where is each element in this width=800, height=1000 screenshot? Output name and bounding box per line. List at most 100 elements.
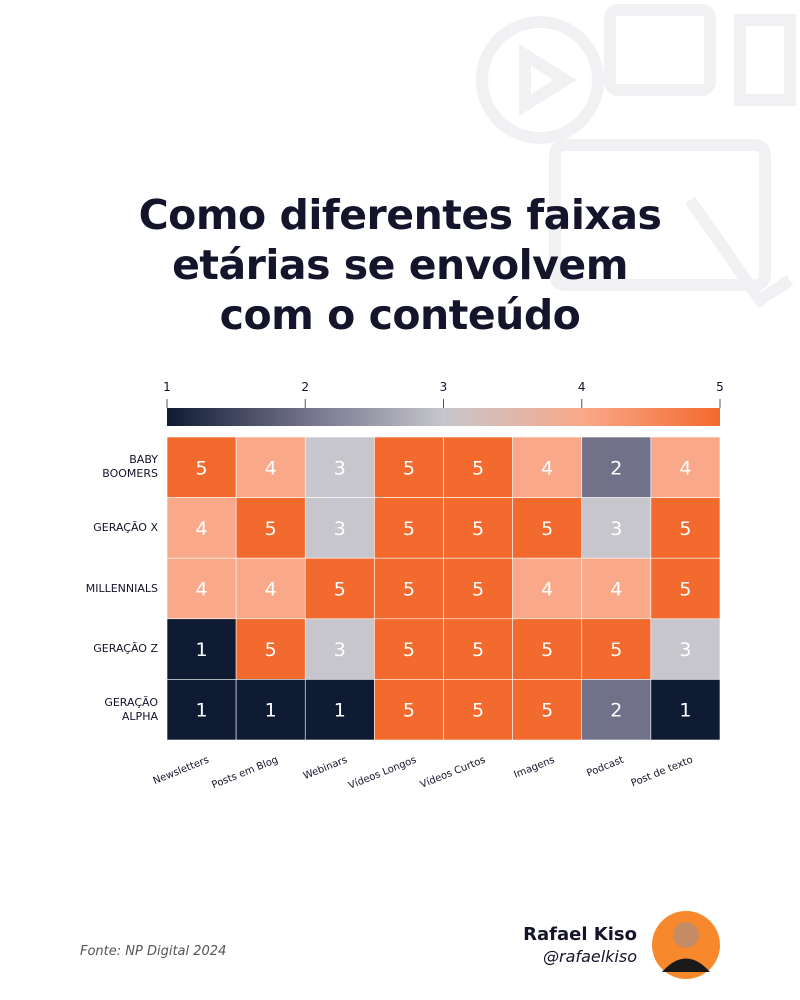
cell: [581, 436, 652, 498]
cell-label: 4: [196, 518, 208, 540]
cell: [650, 557, 721, 620]
cell-label: 1: [679, 700, 691, 722]
cell-label: 5: [472, 518, 484, 540]
cell-label: 2: [610, 700, 622, 722]
x-tick-label: Vídeos Curtos: [418, 754, 487, 791]
cell-label: 5: [472, 639, 484, 661]
cell: [166, 557, 237, 620]
cell-label: 3: [334, 457, 346, 479]
cell: [650, 436, 721, 498]
title: Como diferentes faixas etárias se envolv…: [138, 191, 662, 339]
cell: [512, 497, 583, 559]
cell: [443, 557, 513, 620]
cell: [581, 497, 652, 559]
cell: [650, 679, 721, 741]
cell-label: 5: [472, 700, 484, 722]
cell-label: 5: [265, 639, 277, 661]
cell: [443, 436, 513, 498]
cell: [581, 557, 652, 620]
cell-label: 4: [541, 457, 553, 479]
cell: [235, 436, 306, 498]
cell: [304, 618, 375, 680]
cell-label: 4: [265, 457, 277, 479]
cell-label: 5: [541, 518, 553, 540]
y-tick-label: GERAÇÃO ALPHA: [104, 695, 158, 723]
background-icons: [476, 4, 796, 309]
cell-label: 4: [265, 579, 277, 601]
cell-label: 5: [541, 639, 553, 661]
cell-label: 5: [403, 639, 415, 661]
source: Fonte: NP Digital 2024: [80, 944, 226, 959]
x-tick-label: Post de texto: [630, 755, 695, 790]
colorbar-tick-label: 5: [716, 380, 724, 394]
cell: [374, 436, 444, 498]
cell-label: 3: [334, 518, 346, 540]
cell: [166, 436, 237, 498]
cell-label: 5: [334, 579, 346, 601]
y-tick-label: BABY BOOMERS: [102, 453, 158, 481]
cell-label: 2: [610, 457, 622, 479]
cell-label: 5: [472, 579, 484, 601]
cell: [304, 679, 375, 741]
cell: [443, 679, 513, 741]
author: Rafael Kiso: [523, 924, 637, 945]
cell-label: 5: [679, 579, 691, 601]
cell: [650, 618, 721, 680]
cell-label: 5: [265, 518, 277, 540]
cell: [235, 679, 306, 741]
cell-label: 1: [334, 700, 346, 722]
x-tick-label: Newsletters: [152, 755, 211, 787]
y-tick-label: GERAÇÃO Z: [93, 642, 158, 656]
cell: [581, 679, 652, 741]
cell: [235, 557, 306, 620]
cell-label: 4: [610, 579, 622, 601]
colorbar-tick-label: 1: [163, 380, 171, 394]
cell: [374, 497, 444, 559]
cell-label: 5: [403, 700, 415, 722]
cell-label: 5: [472, 457, 484, 479]
colorbar-tick-label: 3: [440, 380, 448, 394]
cell: [166, 497, 237, 559]
cell-label: 5: [403, 518, 415, 540]
cell: [304, 436, 375, 498]
cell: [304, 497, 375, 559]
cell-label: 5: [196, 457, 208, 479]
cell-label: 5: [403, 579, 415, 601]
cell-label: 4: [679, 457, 691, 479]
cell: [374, 679, 444, 741]
x-tick-label: Webinars: [302, 755, 349, 783]
cell-label: 4: [196, 579, 208, 601]
colorbar: [167, 408, 720, 426]
cell: [304, 557, 375, 620]
cell-label: 1: [196, 639, 208, 661]
cell: [443, 497, 513, 559]
cell: [374, 618, 444, 680]
cell-label: 3: [334, 639, 346, 661]
cell-label: 3: [610, 518, 622, 540]
cell: [650, 497, 721, 559]
cell-label: 1: [265, 700, 277, 722]
avatar: [652, 911, 720, 979]
cell: [166, 679, 237, 741]
x-tick-label: Vídeos Longos: [347, 754, 418, 792]
cell: [374, 557, 444, 620]
cell: [235, 618, 306, 680]
colorbar-tick-label: 2: [301, 380, 309, 394]
cell-label: 5: [679, 518, 691, 540]
x-tick-label: Posts em Blog: [210, 755, 279, 792]
cell-label: 4: [541, 579, 553, 601]
x-tick-label: Podcast: [585, 755, 625, 780]
handle: @rafaelkiso: [543, 947, 637, 966]
cell-label: 5: [610, 639, 622, 661]
colorbar-tick-label: 4: [578, 380, 586, 394]
y-tick-label: GERAÇÃO X: [93, 520, 158, 534]
cell-label: 5: [403, 457, 415, 479]
cell-label: 5: [541, 700, 553, 722]
cell-label: 1: [196, 700, 208, 722]
cell-label: 3: [679, 639, 691, 661]
x-tick-label: Imagens: [512, 755, 556, 781]
cell: [512, 557, 583, 620]
y-tick-label: MILLENNIALS: [85, 581, 158, 595]
